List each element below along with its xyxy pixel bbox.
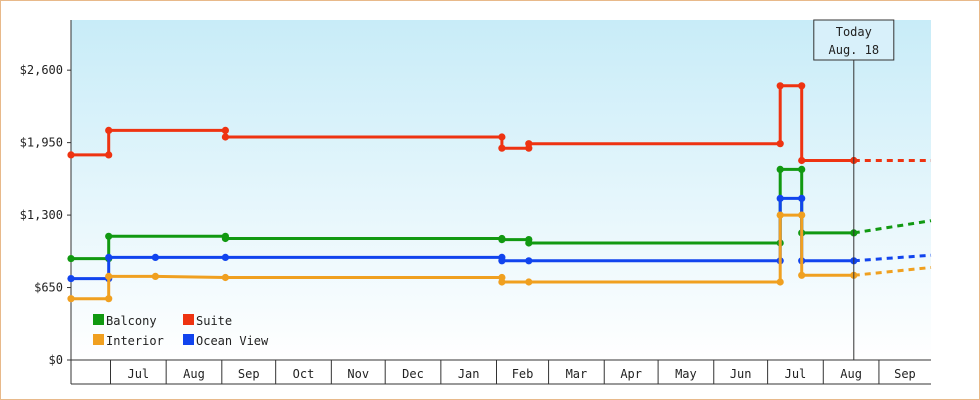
data-point (776, 82, 784, 90)
x-tick-label: Jul (127, 367, 149, 381)
legend-swatch (93, 314, 104, 325)
x-tick-label: Dec (402, 367, 424, 381)
data-point (221, 234, 229, 243)
legend-label: Ocean View (196, 334, 269, 348)
data-point (105, 295, 113, 303)
data-point (105, 272, 113, 280)
data-point (67, 151, 75, 159)
forecast-line (853, 253, 932, 263)
data-point (776, 278, 784, 286)
today-marker: Today Aug. 18 (813, 19, 895, 360)
legend-item: Interior (93, 334, 164, 348)
legend-swatch (183, 314, 194, 325)
x-tick-label: Sep (894, 367, 916, 381)
data-point (776, 211, 784, 219)
x-tick-label: Jun (730, 367, 752, 381)
x-tick-label: Mar (566, 367, 588, 381)
data-point (105, 151, 113, 159)
data-point (221, 273, 229, 282)
data-point (525, 257, 533, 265)
legend-swatch (93, 334, 104, 345)
y-tick-label: $0 (49, 353, 63, 367)
x-tick-label: Aug (840, 367, 862, 381)
x-tick-label: Aug (183, 367, 205, 381)
x-tick-label: Nov (347, 367, 369, 381)
y-tick-label: $1,300 (20, 208, 63, 222)
today-label: Today (836, 25, 872, 39)
legend-label: Interior (106, 334, 164, 348)
x-tick-label: Jan (458, 367, 480, 381)
series-ocean-view (67, 194, 932, 283)
data-point (221, 253, 229, 261)
data-point (798, 156, 806, 165)
data-point (221, 133, 229, 141)
series-lines (67, 82, 932, 303)
today-box (813, 19, 895, 61)
data-point (798, 194, 806, 202)
plot-background (71, 20, 931, 360)
y-tick-label: $2,600 (20, 63, 63, 77)
data-point (151, 272, 159, 280)
data-point (221, 126, 229, 134)
data-point (67, 275, 75, 283)
data-point (498, 144, 506, 152)
data-point (776, 165, 784, 173)
legend-item: Ocean View (183, 334, 269, 348)
forecast-line (853, 219, 932, 235)
data-point (105, 232, 113, 240)
data-point (525, 239, 533, 247)
data-point (798, 82, 806, 90)
data-point (151, 253, 159, 261)
forecast-line (853, 266, 932, 277)
data-point (525, 278, 533, 286)
data-point (498, 133, 506, 141)
axes: $0 $650 $1,300 $1,950 $2,600 Jul Aug Sep Oct Nov D… (20, 20, 931, 385)
data-point (776, 194, 784, 202)
data-point (798, 211, 806, 219)
y-tick-label: $1,950 (20, 136, 63, 150)
series-balcony (67, 165, 932, 263)
legend: Balcony Suite Interior Ocean View (93, 314, 269, 348)
data-point (498, 236, 506, 244)
y-tick-label: $650 (34, 281, 63, 295)
data-point (105, 126, 113, 134)
x-tick-label: Feb (512, 367, 534, 381)
legend-item: Suite (183, 314, 232, 328)
data-point (67, 255, 75, 263)
data-point (498, 278, 506, 286)
today-date: Aug. 18 (829, 43, 880, 57)
legend-item: Balcony (93, 314, 157, 328)
data-point (798, 271, 806, 279)
data-point (67, 295, 75, 303)
data-point (105, 253, 113, 261)
legend-swatch (183, 334, 194, 345)
data-point (525, 140, 533, 148)
x-tick-label: Jul (785, 367, 807, 381)
data-point (498, 257, 506, 265)
data-point (798, 165, 806, 173)
legend-label: Balcony (106, 314, 157, 328)
x-tick-label: Apr (620, 367, 642, 381)
x-tick-label: Sep (238, 367, 260, 381)
series-interior (67, 211, 932, 303)
data-point (776, 140, 784, 148)
x-tick-label: Oct (293, 367, 315, 381)
legend-label: Suite (196, 314, 232, 328)
x-tick-label: May (675, 367, 697, 381)
